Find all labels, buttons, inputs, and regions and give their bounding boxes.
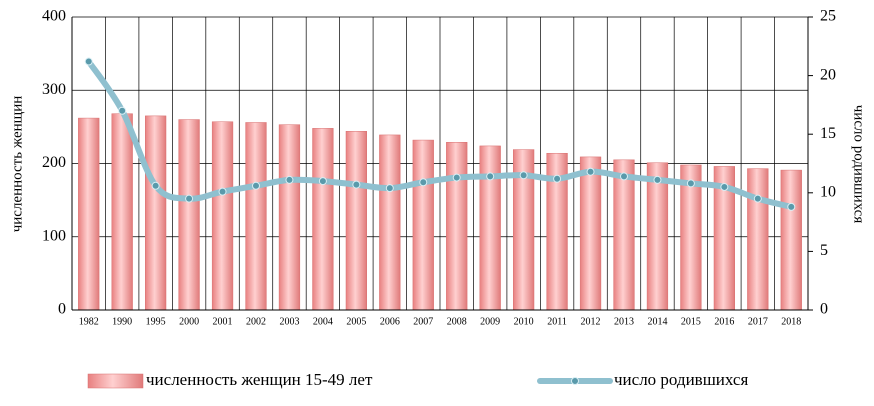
y2-tick-label: 25 bbox=[820, 8, 836, 25]
y-tick-label: 300 bbox=[42, 81, 66, 98]
x-tick-label: 2012 bbox=[581, 316, 601, 327]
bar bbox=[245, 122, 267, 311]
bar bbox=[446, 142, 468, 311]
x-tick-label: 2007 bbox=[413, 316, 433, 327]
bar bbox=[78, 117, 100, 311]
bar bbox=[579, 156, 602, 311]
x-tick-label: 2001 bbox=[213, 316, 233, 327]
marker bbox=[118, 106, 127, 115]
bar bbox=[379, 134, 401, 311]
marker bbox=[586, 167, 595, 176]
x-tick-label: 2009 bbox=[480, 316, 500, 327]
x-tick-label: 2008 bbox=[447, 316, 467, 327]
marker bbox=[318, 177, 327, 186]
bar bbox=[145, 115, 167, 311]
marker bbox=[620, 172, 628, 181]
y2-axis-label: число родившихся bbox=[851, 105, 867, 224]
marker bbox=[553, 174, 562, 183]
marker bbox=[252, 181, 260, 190]
x-tick-label: 2002 bbox=[246, 316, 266, 327]
x-tick-label: 2010 bbox=[514, 316, 534, 327]
bar bbox=[747, 168, 769, 311]
x-tick-label: 1995 bbox=[146, 316, 166, 327]
bar bbox=[312, 128, 334, 311]
marker bbox=[419, 178, 428, 187]
y2-tick-label: 0 bbox=[820, 301, 828, 318]
legend-swatch bbox=[87, 373, 144, 389]
marker bbox=[452, 173, 461, 182]
x-tick-label: 2000 bbox=[179, 316, 199, 327]
marker bbox=[151, 181, 160, 190]
y-tick-label: 100 bbox=[42, 227, 66, 244]
marker bbox=[84, 57, 93, 66]
x-tick-label: 2005 bbox=[346, 316, 366, 327]
x-tick-label: 2003 bbox=[279, 316, 299, 327]
marker bbox=[519, 171, 528, 180]
x-tick-label: 2016 bbox=[714, 316, 734, 327]
y2-tick-label: 10 bbox=[820, 183, 836, 200]
x-tick-label: 2017 bbox=[748, 316, 768, 327]
marker bbox=[385, 184, 394, 193]
marker bbox=[720, 182, 729, 191]
marker bbox=[185, 194, 194, 203]
bar bbox=[111, 113, 133, 311]
marker bbox=[218, 187, 227, 196]
marker bbox=[686, 179, 695, 188]
bar bbox=[780, 169, 802, 311]
y-tick-label: 400 bbox=[42, 8, 66, 25]
bar bbox=[178, 119, 200, 311]
x-tick-label: 2015 bbox=[681, 316, 701, 327]
y-tick-label: 200 bbox=[42, 154, 66, 171]
bar bbox=[211, 121, 234, 311]
bar bbox=[646, 162, 669, 311]
x-tick-label: 1982 bbox=[79, 316, 99, 327]
bar bbox=[613, 159, 635, 311]
marker bbox=[653, 175, 662, 184]
x-tick-label: 2004 bbox=[313, 316, 333, 327]
legend-label: численность женщин 15-49 лет bbox=[146, 370, 373, 389]
x-tick-label: 2011 bbox=[547, 316, 567, 327]
bar bbox=[412, 139, 434, 311]
bar bbox=[278, 124, 301, 311]
y-axis-label: численность женщин bbox=[9, 96, 25, 233]
y2-tick-label: 20 bbox=[820, 66, 836, 83]
marker bbox=[787, 202, 796, 211]
legend-marker bbox=[571, 377, 579, 385]
line bbox=[85, 58, 795, 210]
marker bbox=[486, 172, 495, 181]
x-tick-label: 2014 bbox=[647, 316, 667, 327]
y2-tick-label: 15 bbox=[820, 125, 836, 142]
marker bbox=[352, 180, 361, 189]
x-tick-label: 2006 bbox=[380, 316, 400, 327]
y-tick-label: 0 bbox=[58, 301, 66, 318]
x-tick-label: 1990 bbox=[112, 316, 132, 327]
marker bbox=[285, 175, 294, 184]
legend-label: число родившихся bbox=[614, 370, 748, 389]
bar bbox=[345, 131, 367, 311]
y2-tick-label: 5 bbox=[820, 242, 828, 259]
marker bbox=[753, 194, 762, 203]
x-tick-label: 2013 bbox=[614, 316, 634, 327]
bar bbox=[479, 145, 501, 311]
x-tick-label: 2018 bbox=[781, 316, 801, 327]
